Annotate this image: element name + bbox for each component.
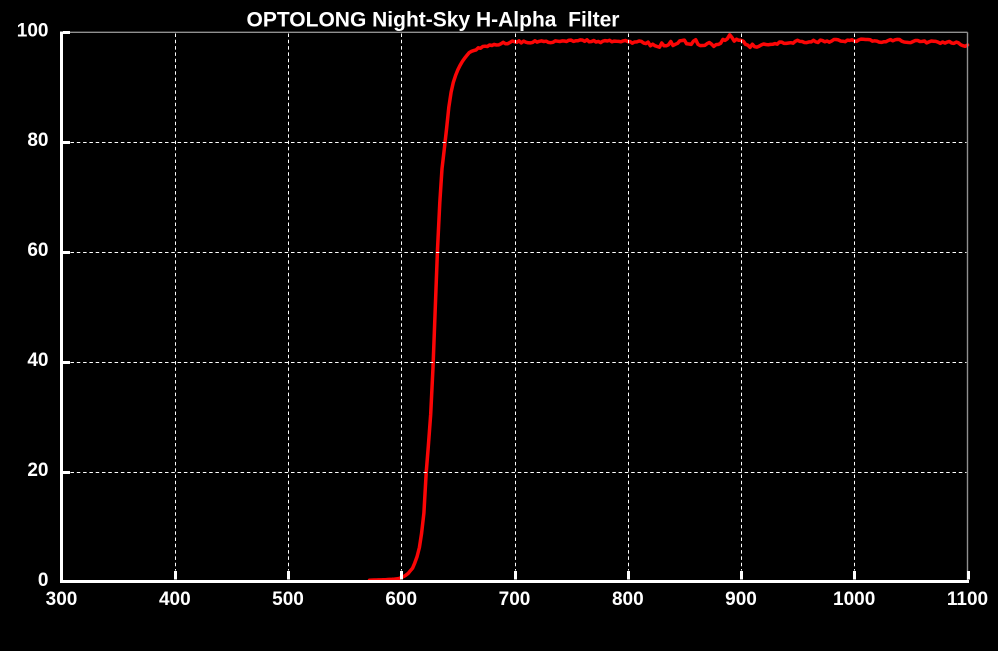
svg-text:700: 700 bbox=[499, 589, 531, 610]
svg-text:0: 0 bbox=[38, 570, 49, 591]
svg-text:20: 20 bbox=[27, 460, 48, 481]
svg-text:800: 800 bbox=[612, 589, 644, 610]
svg-text:400: 400 bbox=[159, 589, 191, 610]
svg-text:900: 900 bbox=[725, 589, 757, 610]
svg-text:1100: 1100 bbox=[947, 589, 988, 610]
svg-text:80: 80 bbox=[27, 130, 48, 151]
svg-text:60: 60 bbox=[27, 240, 48, 261]
svg-text:300: 300 bbox=[46, 589, 78, 610]
svg-text:100: 100 bbox=[17, 20, 49, 41]
svg-text:1000: 1000 bbox=[833, 589, 875, 610]
svg-text:600: 600 bbox=[385, 589, 417, 610]
svg-text:40: 40 bbox=[27, 350, 48, 371]
svg-text:OPTOLONG Night-Sky H-Alpha Fi: OPTOLONG Night-Sky H-Alpha Filter bbox=[247, 8, 620, 31]
svg-text:500: 500 bbox=[272, 589, 304, 610]
